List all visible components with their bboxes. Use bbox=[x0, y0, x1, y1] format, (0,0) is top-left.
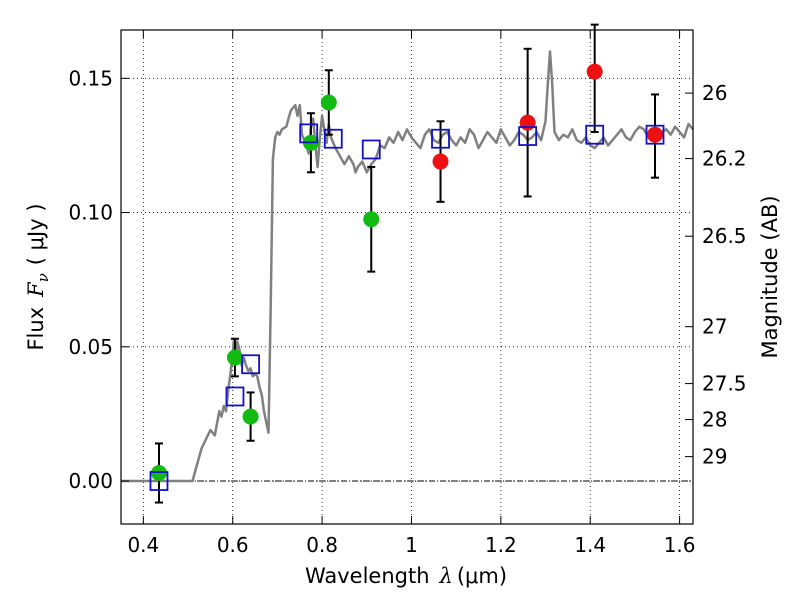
x-axis-label-symbol: λ bbox=[439, 564, 453, 588]
data-markers bbox=[149, 63, 665, 491]
green-point-1 bbox=[226, 349, 243, 366]
green-point-4 bbox=[320, 94, 337, 111]
x-tick-label-3: 1 bbox=[405, 533, 418, 557]
axis-ticks: 0.4 0.6 0.8 1 1.2 1.4 1.6 0.00 0.05 0.10 0.15 26 26.… bbox=[68, 30, 747, 557]
model-spectrum-line bbox=[121, 50, 694, 483]
y2-tick-label-6: 29 bbox=[702, 445, 727, 469]
blue-box-point-6 bbox=[431, 128, 450, 149]
blue-box-point-3 bbox=[299, 123, 319, 144]
y-axis-label-symbol: F bbox=[24, 281, 48, 298]
green-point-2 bbox=[242, 408, 259, 425]
x-tick-label-0: 0.4 bbox=[127, 533, 159, 557]
x-axis-label: Wavelength λ (μm) bbox=[305, 564, 507, 588]
y2-tick-label-0: 26 bbox=[702, 81, 727, 105]
error-bars bbox=[154, 23, 660, 504]
blue-box-point-5 bbox=[361, 139, 381, 160]
x-tick-label-1: 0.6 bbox=[217, 533, 249, 557]
y2-tick-label-3: 27 bbox=[702, 315, 727, 339]
y2-tick-label-5: 28 bbox=[702, 408, 727, 432]
plot-frame bbox=[120, 29, 694, 525]
y2-tick-label-4: 27.5 bbox=[702, 372, 747, 396]
blue-box-point-2 bbox=[241, 354, 260, 375]
x-tick-label-4: 1.2 bbox=[485, 533, 517, 557]
x-tick-label-2: 0.8 bbox=[306, 533, 338, 557]
grid bbox=[121, 30, 693, 524]
blue-box-point-9 bbox=[645, 124, 665, 145]
blue-box-point-8 bbox=[585, 124, 605, 145]
red-point-0 bbox=[432, 153, 449, 170]
blue-box-point-4 bbox=[323, 128, 343, 149]
green-point-0 bbox=[150, 464, 167, 481]
x-tick-label-5: 1.4 bbox=[574, 533, 606, 557]
y2-tick-label-2: 26.5 bbox=[702, 224, 747, 248]
y-axis-label-unit: ( μJy ) bbox=[24, 203, 48, 265]
y2-tick-label-1: 26.2 bbox=[702, 147, 747, 171]
y-tick-label-1: 0.05 bbox=[68, 335, 113, 359]
y-axis-label-subscript: ν bbox=[34, 273, 52, 282]
x-axis-label-unit: (μm) bbox=[457, 564, 507, 588]
x-tick-label-6: 1.6 bbox=[664, 533, 696, 557]
red-point-2 bbox=[586, 63, 603, 80]
red-point-1 bbox=[519, 114, 536, 131]
green-point-5 bbox=[363, 211, 380, 228]
x-axis-label-text: Wavelength bbox=[305, 564, 430, 588]
y2-axis-label: Magnitude (AB) bbox=[758, 195, 782, 358]
y-tick-label-2: 0.10 bbox=[68, 201, 113, 225]
y-tick-label-3: 0.15 bbox=[68, 66, 113, 90]
y-tick-label-0: 0.00 bbox=[68, 469, 113, 493]
blue-box-point-7 bbox=[518, 126, 538, 146]
blue-box-point-0 bbox=[149, 471, 169, 491]
y-axis-label: Flux Fν ( μJy ) bbox=[24, 203, 52, 350]
blue-box-point-1 bbox=[225, 386, 245, 407]
y-axis-label-text: Flux bbox=[24, 307, 48, 351]
red-point-3 bbox=[647, 126, 664, 143]
